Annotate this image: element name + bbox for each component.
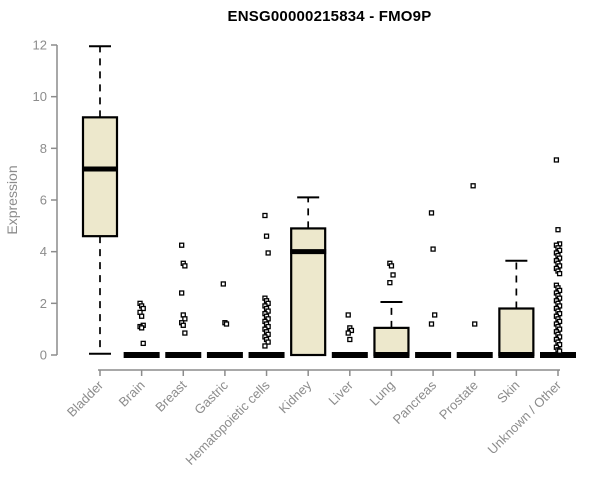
boxplot-skin [498, 259, 535, 358]
boxplot-hematopoietic-cells [248, 212, 285, 358]
boxplot-breast [165, 242, 202, 358]
iqr-box [498, 307, 535, 357]
chart-title: ENSG00000215834 - FMO9P [227, 8, 432, 25]
outlier-point [140, 340, 146, 347]
boxplot-gastric [206, 281, 243, 358]
x-tick-label: Prostate [436, 378, 481, 423]
outlier-point [555, 227, 561, 233]
y-axis-title: Expression [4, 165, 20, 234]
x-tick-label: Brain [116, 378, 148, 410]
y-tick-label: 10 [33, 89, 47, 104]
x-tick-label: Bladder [64, 377, 107, 420]
outlier-point [428, 210, 435, 216]
outlier-point [262, 343, 268, 349]
outlier-point [179, 290, 185, 296]
iqr-box [290, 227, 327, 357]
outlier-point [430, 246, 436, 252]
outlier-point [347, 336, 353, 343]
outlier-point [428, 321, 435, 327]
x-tick-label: Skin [494, 378, 522, 406]
boxplot-pancreas [415, 210, 452, 358]
boxplot-liver [331, 312, 368, 358]
outlier-point [180, 322, 186, 328]
y-tick-label: 12 [33, 38, 47, 53]
outlier-point [182, 263, 188, 269]
x-tick-label: Pancreas [390, 377, 440, 427]
outlier-point [220, 281, 226, 287]
outlier-point [182, 330, 188, 336]
outlier-point [179, 242, 185, 248]
boxplot-brain [123, 300, 160, 358]
y-axis: 0 2 4 6 8 10 12 Expression [4, 38, 58, 363]
x-tick-label: Breast [152, 377, 189, 414]
iqr-box [81, 116, 119, 238]
outlier-point [138, 313, 145, 319]
outlier-point [262, 212, 268, 219]
outlier-point [223, 321, 230, 327]
outlier-point [432, 312, 438, 318]
outlier-point [556, 348, 563, 354]
y-tick-label: 4 [40, 244, 47, 259]
y-tick-label: 0 [40, 348, 47, 363]
x-tick-label: Kidney [276, 377, 315, 416]
outlier-point [388, 263, 395, 269]
boxplot-kidney [290, 196, 327, 357]
outlier-point [182, 316, 188, 322]
y-tick-label: 2 [40, 296, 47, 311]
outlier-point [138, 325, 145, 331]
y-tick-label: 6 [40, 193, 47, 208]
x-tick-label: Liver [325, 377, 356, 408]
outlier-point [265, 250, 271, 256]
x-tick-label: Gastric [191, 377, 231, 417]
outlier-point [553, 157, 560, 163]
boxplot-lung [373, 260, 410, 358]
outlier-point [263, 233, 270, 239]
outlier-point [345, 330, 351, 336]
x-tick-label: Unknown / Other [485, 377, 565, 457]
iqr-box [373, 326, 410, 357]
outlier-point [472, 321, 478, 327]
boxplot-prostate [456, 183, 493, 358]
outlier-point [390, 272, 396, 278]
outlier-point [556, 270, 563, 277]
x-tick-label: Lung [367, 378, 398, 409]
outlier-point [345, 312, 351, 318]
outlier-point [387, 280, 393, 286]
outlier-point [265, 339, 271, 345]
outlier-point [140, 305, 146, 312]
outlier-point [470, 183, 476, 189]
boxplot-unknown-other [540, 157, 576, 358]
y-tick-label: 8 [40, 141, 47, 156]
boxplot-bladder [81, 45, 119, 355]
